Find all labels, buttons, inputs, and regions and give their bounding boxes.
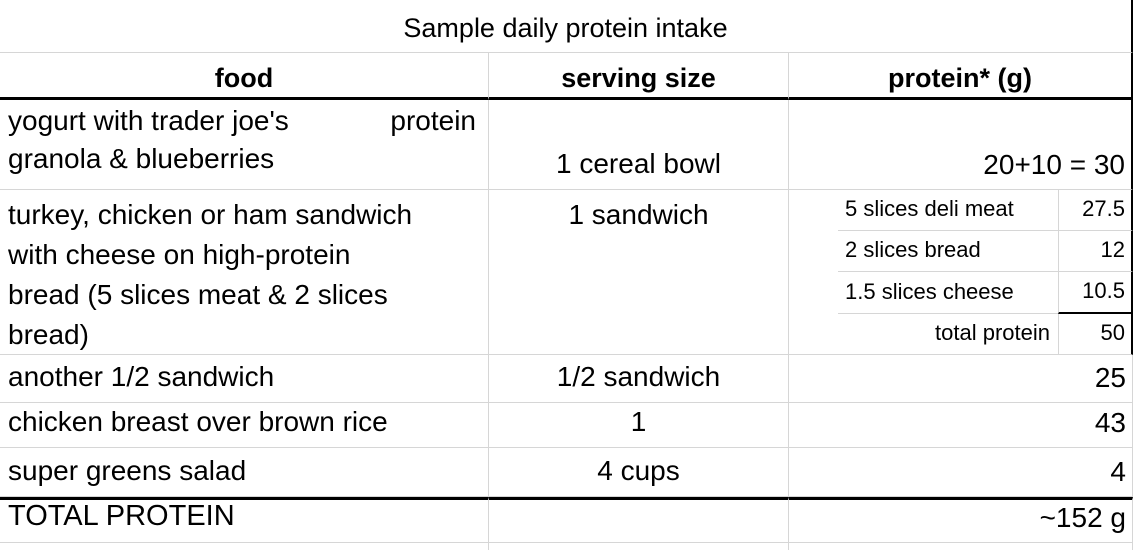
breakdown-value-cheese[interactable]: 10.5	[1058, 272, 1133, 314]
protein-cell-chicken-rice[interactable]: 43	[788, 403, 1133, 448]
food-text-yogurt: yogurt with trader joe's protein granola…	[8, 102, 476, 181]
food-text-sandwich-line2: with cheese on high-protein	[8, 239, 351, 270]
food-cell-salad[interactable]: super greens salad	[0, 448, 488, 497]
protein-text-half-sandwich: 25	[1094, 362, 1126, 394]
protein-text-salad: 4	[1110, 456, 1126, 488]
serving-cell-sandwich[interactable]: 1 sandwich	[488, 190, 788, 355]
serving-text-chicken-rice: 1	[630, 406, 647, 438]
total-protein-value-cell[interactable]: ~152 g	[788, 497, 1133, 543]
food-text-half-sandwich: another 1/2 sandwich	[8, 361, 275, 393]
serving-text-salad: 4 cups	[597, 455, 680, 487]
food-text-yogurt-line1-right: protein	[390, 105, 476, 136]
protein-cell-half-sandwich[interactable]: 25	[788, 355, 1133, 403]
breakdown-value-text: 10.5	[1082, 277, 1125, 303]
breakdown-value-text: 50	[1100, 319, 1125, 345]
breakdown-label-text: 2 slices bread	[845, 236, 981, 262]
total-protein-label-cell[interactable]: TOTAL PROTEIN	[0, 497, 488, 543]
breakdown-label-cheese[interactable]: 1.5 slices cheese	[838, 272, 1058, 314]
protein-text-chicken-rice: 43	[1094, 407, 1126, 439]
total-protein-empty-cell[interactable]	[488, 497, 788, 543]
column-header-protein-label: protein* (g)	[888, 62, 1032, 93]
serving-text-yogurt: 1 cereal bowl	[556, 148, 721, 180]
column-header-serving-size[interactable]: serving size	[488, 53, 788, 100]
breakdown-label-bread[interactable]: 2 slices bread	[838, 231, 1058, 272]
food-cell-chicken-rice[interactable]: chicken breast over brown rice	[0, 403, 488, 448]
column-header-serving-label: serving size	[561, 62, 716, 93]
serving-cell-salad[interactable]: 4 cups	[488, 448, 788, 497]
total-protein-value: ~152 g	[1039, 502, 1126, 534]
breakdown-label-deli-meat[interactable]: 5 slices deli meat	[838, 190, 1058, 231]
breakdown-value-deli-meat[interactable]: 27.5	[1058, 190, 1133, 231]
partial-row-serving-cell	[488, 543, 788, 550]
breakdown-label-total-protein[interactable]: total protein	[838, 314, 1058, 355]
table-title: Sample daily protein intake	[403, 12, 728, 43]
food-text-chicken-rice: chicken breast over brown rice	[8, 406, 388, 438]
breakdown-value-total-protein[interactable]: 50	[1058, 314, 1133, 355]
column-header-food-label: food	[214, 62, 274, 93]
partial-row-protein-cell	[788, 543, 1133, 550]
food-text-sandwich-line1: turkey, chicken or ham sandwich	[8, 199, 413, 230]
protein-cell-salad[interactable]: 4	[788, 448, 1133, 497]
total-protein-label: TOTAL PROTEIN	[8, 500, 235, 533]
food-text-yogurt-line1-left: yogurt with trader joe's	[8, 105, 289, 136]
food-cell-sandwich[interactable]: turkey, chicken or ham sandwich with che…	[0, 190, 488, 355]
breakdown-label-text: 1.5 slices cheese	[845, 278, 1014, 304]
breakdown-label-text: 5 slices deli meat	[845, 195, 1014, 221]
serving-cell-yogurt[interactable]: 1 cereal bowl	[488, 100, 788, 190]
breakdown-value-text: 12	[1100, 236, 1125, 262]
serving-text-half-sandwich: 1/2 sandwich	[556, 361, 721, 393]
protein-text-yogurt: 20+10 = 30	[983, 149, 1125, 181]
serving-cell-chicken-rice[interactable]: 1	[488, 403, 788, 448]
serving-text-sandwich: 1 sandwich	[568, 199, 709, 230]
protein-spacer-cell[interactable]	[788, 190, 838, 355]
breakdown-label-text: total protein	[935, 319, 1050, 345]
breakdown-value-text: 27.5	[1082, 195, 1125, 221]
food-text-salad: super greens salad	[8, 455, 247, 487]
table-title-cell[interactable]: Sample daily protein intake	[0, 0, 1133, 53]
column-header-food[interactable]: food	[0, 53, 488, 100]
food-text-sandwich-line4: bread)	[8, 319, 89, 350]
food-cell-half-sandwich[interactable]: another 1/2 sandwich	[0, 355, 488, 403]
protein-cell-yogurt[interactable]: 20+10 = 30	[788, 100, 1133, 190]
serving-cell-half-sandwich[interactable]: 1/2 sandwich	[488, 355, 788, 403]
food-text-sandwich: turkey, chicken or ham sandwich with che…	[8, 190, 413, 354]
food-text-yogurt-line2: granola & blueberries	[8, 143, 275, 174]
food-cell-yogurt[interactable]: yogurt with trader joe's protein granola…	[0, 100, 488, 190]
food-text-sandwich-line3: bread (5 slices meat & 2 slices	[8, 279, 388, 310]
breakdown-value-bread[interactable]: 12	[1058, 231, 1133, 272]
column-header-protein[interactable]: protein* (g)	[788, 53, 1133, 100]
